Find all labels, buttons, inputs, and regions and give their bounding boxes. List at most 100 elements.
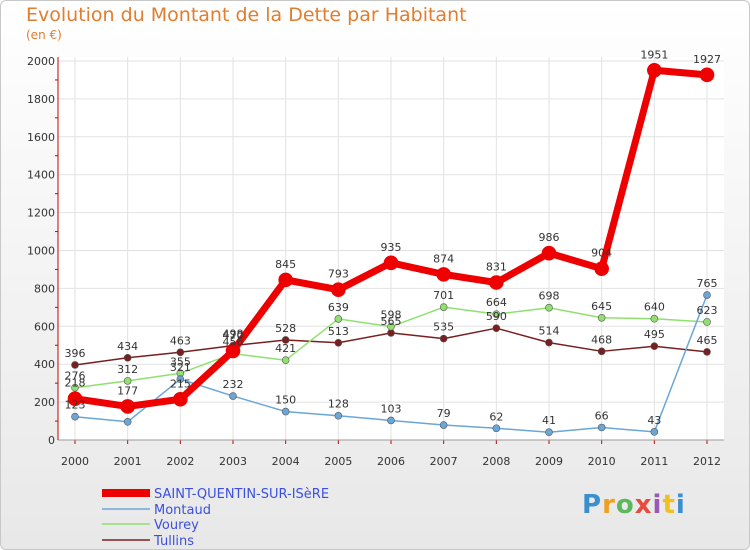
data-label-saint-quentin-sur-is-re: 935 [381,241,402,254]
data-point-tullins [439,334,448,343]
data-point-vourey [334,315,343,323]
data-point-montaud [492,424,501,433]
legend-label-tullins: Tullins [153,534,194,549]
logo-letter: x [634,490,653,520]
data-label-saint-quentin-sur-is-re: 874 [433,252,454,265]
x-tick-label: 2002 [166,455,194,468]
data-point-montaud [439,421,448,429]
data-label-montaud: 62 [489,410,503,423]
page-title: Evolution du Montant de la Dette par Hab… [26,4,467,26]
data-point-saint-quentin-sur-is-re [436,267,451,282]
data-label-montaud: 66 [595,409,609,422]
y-tick-label: 1600 [27,131,55,144]
data-label-vourey: 664 [486,296,507,309]
data-point-tullins [492,324,501,332]
data-point-montaud [387,416,395,425]
data-label-montaud: 103 [381,402,402,415]
data-label-tullins: 590 [486,310,507,323]
data-label-saint-quentin-sur-is-re: 470 [223,329,244,342]
x-tick-label: 2001 [114,455,142,468]
data-point-montaud [597,423,606,432]
y-tick-label: 1400 [27,169,55,182]
data-label-saint-quentin-sur-is-re: 831 [486,261,507,274]
data-label-tullins: 528 [275,322,296,335]
data-point-saint-quentin-sur-is-re [594,261,609,276]
data-point-saint-quentin-sur-is-re [225,343,241,359]
data-label-vourey: 312 [117,363,138,376]
x-tick-label: 2008 [482,455,510,468]
legend-label-montaud: Montaud [154,503,211,518]
data-label-saint-quentin-sur-is-re: 218 [65,377,86,390]
logo-letter: i [652,490,663,520]
y-tick-label: 800 [34,282,55,295]
data-point-montaud [703,291,711,299]
data-label-vourey: 698 [539,290,560,303]
logo-letter: r [602,490,616,520]
data-point-tullins [123,353,132,362]
data-point-montaud [650,428,659,436]
data-point-saint-quentin-sur-is-re [383,255,399,271]
data-label-tullins: 434 [117,340,138,353]
data-point-tullins [597,347,606,356]
data-label-vourey: 640 [644,301,665,314]
data-point-saint-quentin-sur-is-re [120,399,135,414]
data-label-vourey: 701 [433,289,454,302]
data-point-saint-quentin-sur-is-re [331,282,346,298]
data-label-vourey: 598 [381,309,402,322]
data-label-montaud: 43 [647,414,661,427]
data-label-saint-quentin-sur-is-re: 1927 [693,53,721,66]
data-point-tullins [176,348,185,357]
data-label-tullins: 498 [223,328,244,341]
data-point-montaud [334,411,343,420]
data-point-vourey [545,303,553,312]
data-point-saint-quentin-sur-is-re [647,62,662,78]
y-tick-label: 1800 [27,93,55,106]
data-label-vourey: 276 [65,370,86,383]
data-point-montaud [229,392,237,400]
data-label-saint-quentin-sur-is-re: 845 [275,258,296,271]
y-tick-label: 200 [34,396,55,409]
data-label-montaud: 128 [328,398,349,411]
x-tick-label: 2005 [324,455,352,468]
data-point-tullins [334,338,343,347]
logo-letter: P [582,490,603,520]
x-tick-label: 2007 [430,455,458,468]
data-label-tullins: 468 [591,333,612,346]
logo-letter: o [615,490,635,520]
logo-letter: t [662,490,676,520]
x-tick-label: 2011 [640,455,668,468]
data-point-saint-quentin-sur-is-re [67,391,83,406]
data-point-montaud [176,375,185,383]
data-label-tullins: 396 [65,347,86,360]
x-tick-label: 2009 [535,455,563,468]
page-subtitle: (en €) [26,28,62,42]
y-tick-label: 2000 [27,55,55,68]
data-point-vourey [650,314,659,323]
data-point-saint-quentin-sur-is-re [699,67,715,83]
x-tick-label: 2010 [588,455,616,468]
data-label-vourey: 456 [223,336,244,349]
data-point-saint-quentin-sur-is-re [489,275,504,290]
data-point-vourey [439,303,448,311]
y-tick-label: 400 [34,358,55,371]
data-label-vourey: 421 [275,342,296,355]
legend-label-vourey: Vourey [154,518,199,533]
data-label-saint-quentin-sur-is-re: 177 [117,384,138,397]
data-label-montaud: 79 [437,407,451,420]
y-tick-label: 0 [48,434,55,447]
x-tick-label: 2012 [693,455,721,468]
data-label-tullins: 535 [433,321,454,334]
data-point-montaud [123,418,132,426]
data-point-tullins [71,361,79,369]
x-tick-label: 2006 [377,455,405,468]
data-point-montaud [545,428,553,437]
data-label-tullins: 465 [697,334,718,347]
data-label-montaud: 321 [170,361,191,374]
data-label-tullins: 513 [328,325,349,338]
data-label-tullins: 463 [170,334,191,347]
data-label-vourey: 645 [591,300,612,313]
data-point-vourey [281,356,290,365]
data-point-vourey [387,322,395,331]
y-tick-label: 1200 [27,207,55,220]
